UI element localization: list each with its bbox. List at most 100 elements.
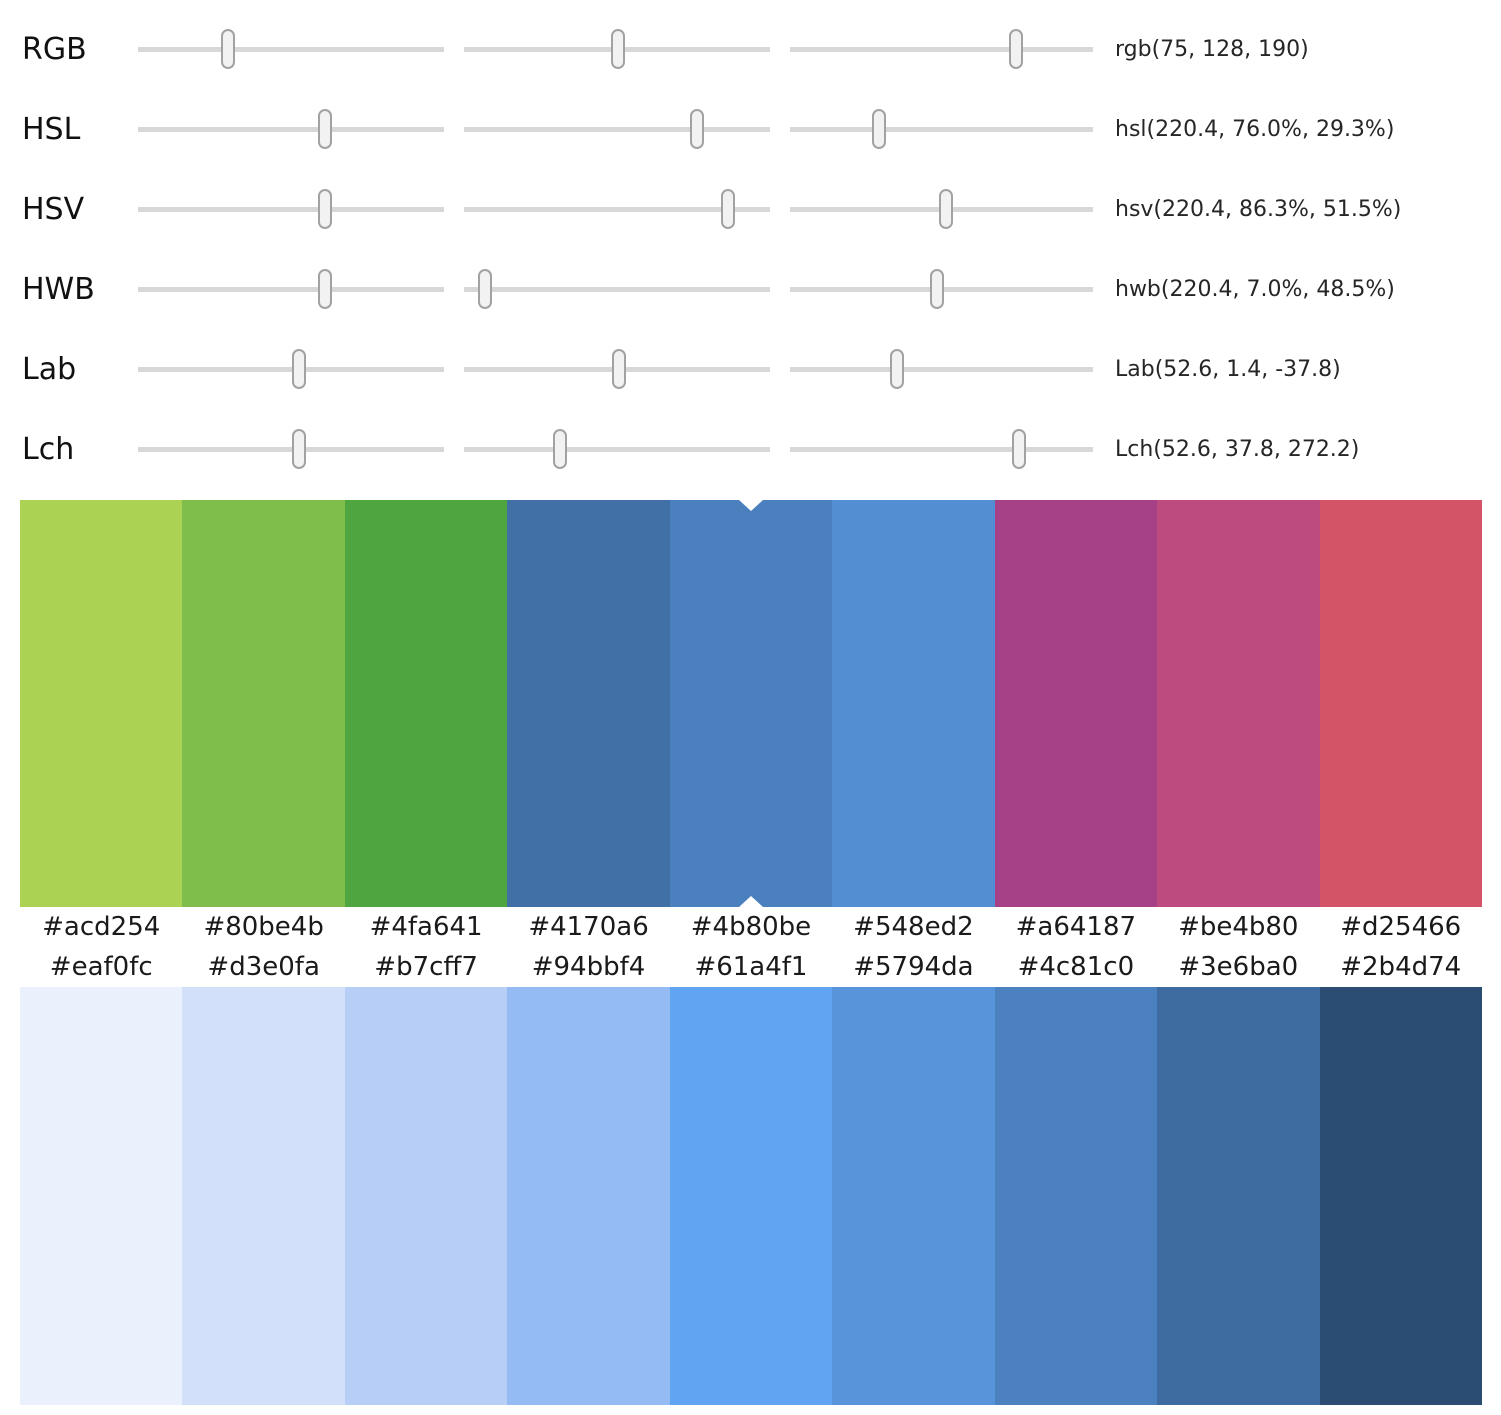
hex-label: #61a4f1 [694,952,808,982]
hex-label: #d3e0fa [207,952,320,982]
hex-label: #4fa641 [369,912,483,942]
rgb-b-slider-thumb[interactable] [1008,29,1023,69]
hex-label: #be4b80 [1178,912,1299,942]
shade-hex-labels: #eaf0fc #d3e0fa #b7cff7 #94bbf4 #61a4f1 … [20,947,1482,987]
lch-c-slider-thumb[interactable] [553,429,568,469]
rgb-r-slider-thumb[interactable] [220,29,235,69]
lab-l-slider-track[interactable] [138,366,444,372]
lch-l-slider[interactable] [138,426,444,472]
hue-swatch-8[interactable] [1157,500,1320,907]
color-sliders-panel: RGB rgb(75, 128, 190) HSL [0,0,1501,489]
lab-label: Lab [22,351,77,387]
lab-b-slider-thumb[interactable] [890,349,905,389]
shade-swatch-7[interactable] [994,987,1158,1405]
rgb-label: RGB [22,31,87,67]
shade-swatch-2[interactable] [182,987,345,1405]
shade-swatch-9[interactable] [1319,987,1482,1405]
hsv-v-slider[interactable] [790,186,1093,232]
hsl-s-slider-track[interactable] [464,126,770,132]
hsl-l-slider-thumb[interactable] [871,109,886,149]
selection-notch-bottom-icon [738,896,763,907]
hue-swatch-3[interactable] [344,500,508,907]
hsv-s-slider-track[interactable] [464,206,770,212]
shade-swatch-8[interactable] [1157,987,1320,1405]
hsl-tracks [138,106,1093,152]
rgb-g-slider[interactable] [464,26,770,72]
hsv-h-slider-thumb[interactable] [318,189,333,229]
lch-h-slider-thumb[interactable] [1012,429,1027,469]
lch-l-slider-thumb[interactable] [291,429,306,469]
hsv-v-slider-thumb[interactable] [939,189,954,229]
hsv-h-slider-track[interactable] [138,206,444,212]
hsv-value: hsv(220.4, 86.3%, 51.5%) [1115,196,1402,222]
hsv-h-slider[interactable] [138,186,444,232]
hue-swatch-7[interactable] [994,500,1158,907]
hsl-h-slider-track[interactable] [138,126,444,132]
lab-a-slider[interactable] [464,346,770,392]
hex-label: #5794da [853,952,974,982]
hue-swatch-6[interactable] [832,500,995,907]
lch-tracks [138,426,1093,472]
rgb-g-slider-thumb[interactable] [610,29,625,69]
hex-label: #d25466 [1340,912,1462,942]
shade-swatch-6[interactable] [832,987,995,1405]
lch-c-slider-track[interactable] [464,446,770,452]
hwb-b-slider-thumb[interactable] [929,269,944,309]
hue-palette [20,500,1482,907]
lab-b-slider-track[interactable] [790,366,1093,372]
hwb-h-slider[interactable] [138,266,444,312]
slider-row-hsv: HSV hsv(220.4, 86.3%, 51.5%) [0,169,1501,249]
hue-hex-labels: #acd254 #80be4b #4fa641 #4170a6 #4b80be … [20,907,1482,947]
rgb-r-slider[interactable] [138,26,444,72]
hwb-w-slider-track[interactable] [464,286,770,292]
hsv-s-slider[interactable] [464,186,770,232]
lch-c-slider[interactable] [464,426,770,472]
hwb-h-slider-thumb[interactable] [318,269,333,309]
hex-label: #548ed2 [853,912,974,942]
shade-swatch-1[interactable] [20,987,183,1405]
hsl-s-slider-thumb[interactable] [689,109,704,149]
shade-swatch-5[interactable] [669,987,833,1405]
hsl-h-slider[interactable] [138,106,444,152]
hex-label: #4170a6 [528,912,649,942]
hue-swatch-1[interactable] [20,500,183,907]
hue-swatch-4[interactable] [507,500,670,907]
hwb-b-slider[interactable] [790,266,1093,312]
hwb-h-slider-track[interactable] [138,286,444,292]
hsv-label: HSV [22,191,85,227]
hue-swatch-9[interactable] [1319,500,1482,907]
slider-row-hsl: HSL hsl(220.4, 76.0%, 29.3%) [0,89,1501,169]
hsl-l-slider[interactable] [790,106,1093,152]
shade-swatch-3[interactable] [344,987,508,1405]
slider-row-lab: Lab Lab(52.6, 1.4, -37.8) [0,329,1501,409]
hex-label: #b7cff7 [374,952,478,982]
lch-h-slider-track[interactable] [790,446,1093,452]
hue-swatch-5-selected[interactable] [669,500,833,907]
hex-label: #eaf0fc [49,952,153,982]
rgb-b-slider[interactable] [790,26,1093,72]
lab-b-slider[interactable] [790,346,1093,392]
hsl-l-slider-track[interactable] [790,126,1093,132]
lab-a-slider-thumb[interactable] [612,349,627,389]
lab-l-slider[interactable] [138,346,444,392]
hsl-s-slider[interactable] [464,106,770,152]
lch-l-slider-track[interactable] [138,446,444,452]
shade-swatch-4[interactable] [507,987,670,1405]
lch-h-slider[interactable] [790,426,1093,472]
hwb-value: hwb(220.4, 7.0%, 48.5%) [1115,276,1395,302]
rgb-r-slider-track[interactable] [138,46,444,52]
hwb-w-slider[interactable] [464,266,770,312]
slider-row-hwb: HWB hwb(220.4, 7.0%, 48.5%) [0,249,1501,329]
hwb-w-slider-thumb[interactable] [478,269,493,309]
hex-label: #4b80be [690,912,812,942]
lab-l-slider-thumb[interactable] [291,349,306,389]
rgb-tracks [138,26,1093,72]
hsv-tracks [138,186,1093,232]
hsl-h-slider-thumb[interactable] [318,109,333,149]
hex-label: #a64187 [1015,912,1137,942]
hsv-s-slider-thumb[interactable] [721,189,736,229]
hsl-value: hsl(220.4, 76.0%, 29.3%) [1115,116,1395,142]
rgb-b-slider-track[interactable] [790,46,1093,52]
hue-swatch-2[interactable] [182,500,345,907]
hex-label: #3e6ba0 [1178,952,1299,982]
